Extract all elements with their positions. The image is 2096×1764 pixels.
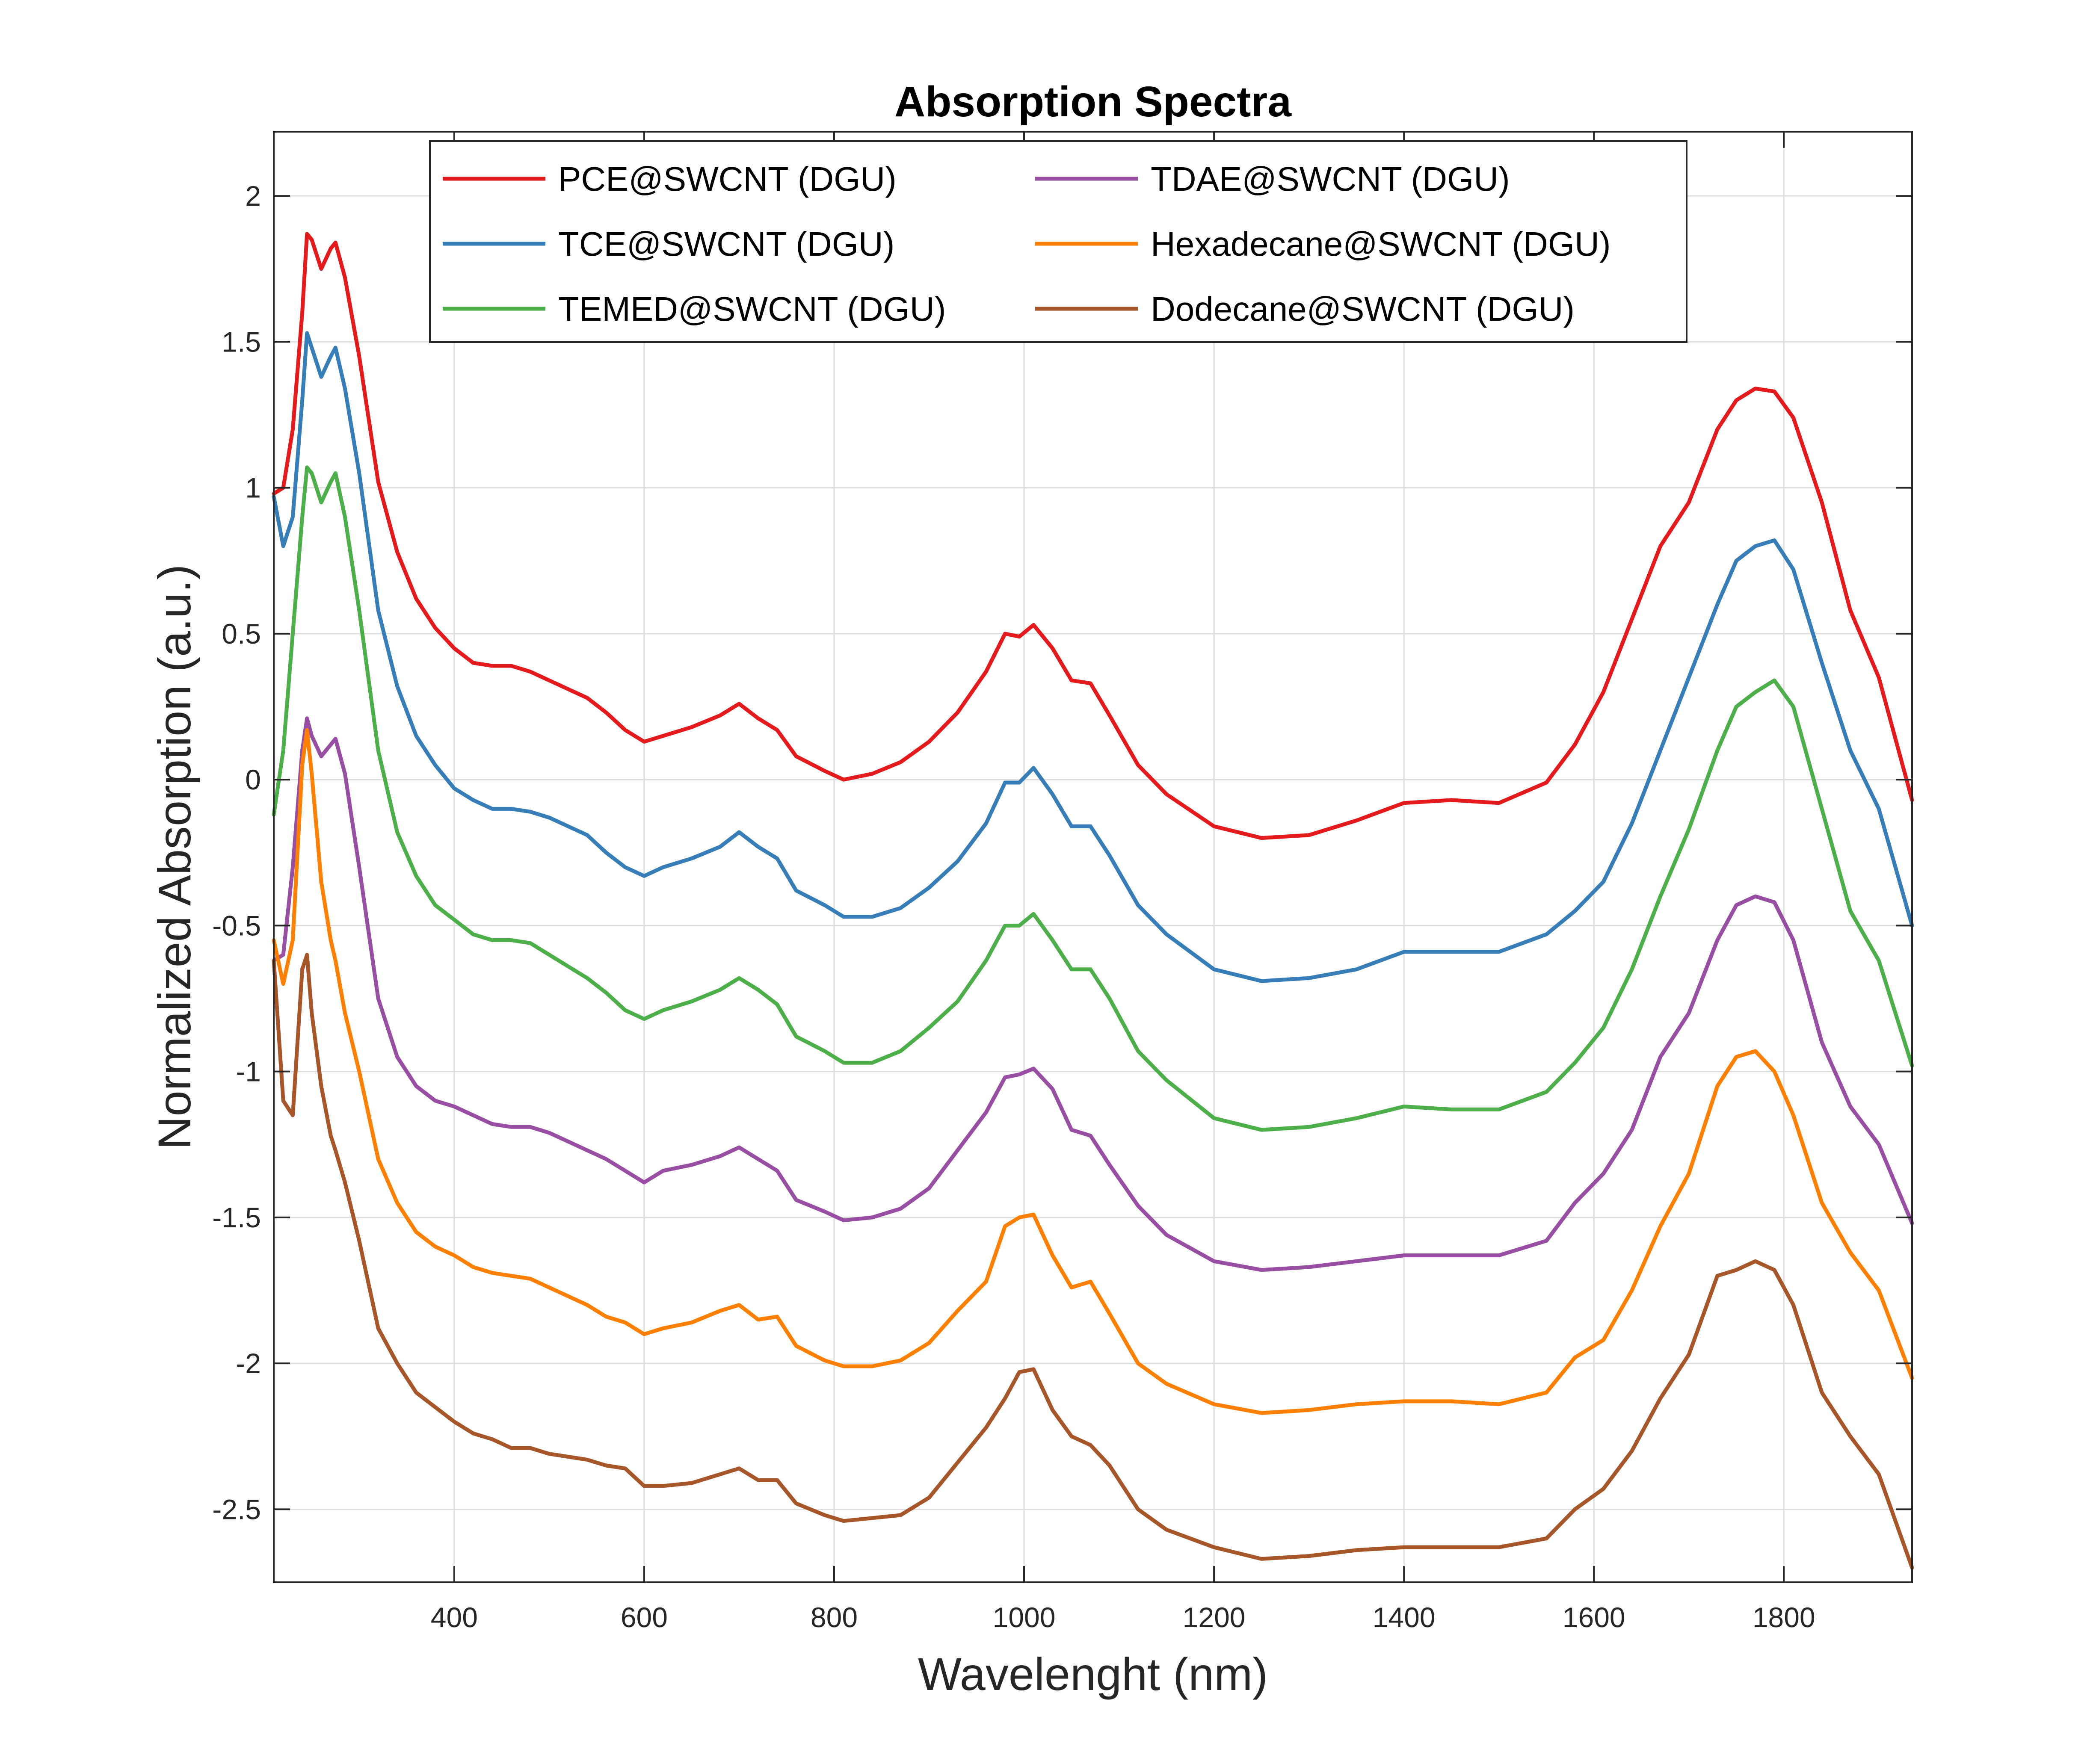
x-tick-label: 600: [621, 1601, 668, 1633]
x-tick-label: 400: [431, 1601, 478, 1633]
y-axis-label: Normalized Absorption (a.u.): [148, 564, 200, 1150]
y-tick-label: -0.5: [212, 910, 261, 941]
x-tick-label: 1200: [1183, 1601, 1246, 1633]
x-tick-label: 1800: [1753, 1601, 1815, 1633]
legend-items: PCE@SWCNT (DGU) TCE@SWCNT (DGU) TEMED@SWCN…: [443, 160, 1611, 328]
x-axis-label: Wavelenght (nm): [918, 1648, 1268, 1700]
series-line-2: [272, 331, 1914, 983]
y-tick-label: 2: [245, 180, 261, 212]
y-tick-label: -1: [236, 1056, 261, 1087]
legend-label: Dodecane@SWCNT (DGU): [1151, 290, 1575, 328]
series-line-3: [272, 465, 1914, 1132]
x-tick-label: 1600: [1563, 1601, 1625, 1633]
ticks: 400 600 800 1000 1200 1400 1600 1800 2 1.5 1 0.5 0 -0…: [212, 132, 1912, 1633]
series-line-1: [272, 232, 1914, 840]
y-tick-label: -2: [236, 1347, 261, 1379]
chart-title: Absorption Spectra: [894, 78, 1292, 126]
legend-label: Hexadecane@SWCNT (DGU): [1151, 225, 1611, 263]
legend-label: TCE@SWCNT (DGU): [558, 225, 894, 263]
x-tick-label: 1400: [1373, 1601, 1436, 1633]
plot-area: [274, 132, 1912, 1582]
legend-label: PCE@SWCNT (DGU): [558, 160, 897, 198]
series-line-6: [272, 953, 1914, 1570]
y-tick-label: 0: [245, 764, 261, 795]
x-tick-label: 1000: [993, 1601, 1056, 1633]
series-line-5: [272, 728, 1914, 1415]
y-tick-label: 1.5: [222, 326, 261, 358]
legend-label: TDAE@SWCNT (DGU): [1151, 160, 1510, 198]
x-tick-label: 800: [811, 1601, 858, 1633]
series-line-4: [272, 716, 1914, 1272]
legend: PCE@SWCNT (DGU) TCE@SWCNT (DGU) TEMED@SWCN…: [429, 140, 1687, 343]
y-tick-label: -1.5: [212, 1202, 261, 1233]
axes-box: [273, 131, 1913, 1583]
legend-label: TEMED@SWCNT (DGU): [558, 290, 946, 328]
y-tick-label: -2.5: [212, 1493, 261, 1525]
y-tick-label: 0.5: [222, 618, 261, 650]
y-tick-label: 1: [245, 472, 261, 504]
series-lines: [272, 232, 1914, 1570]
